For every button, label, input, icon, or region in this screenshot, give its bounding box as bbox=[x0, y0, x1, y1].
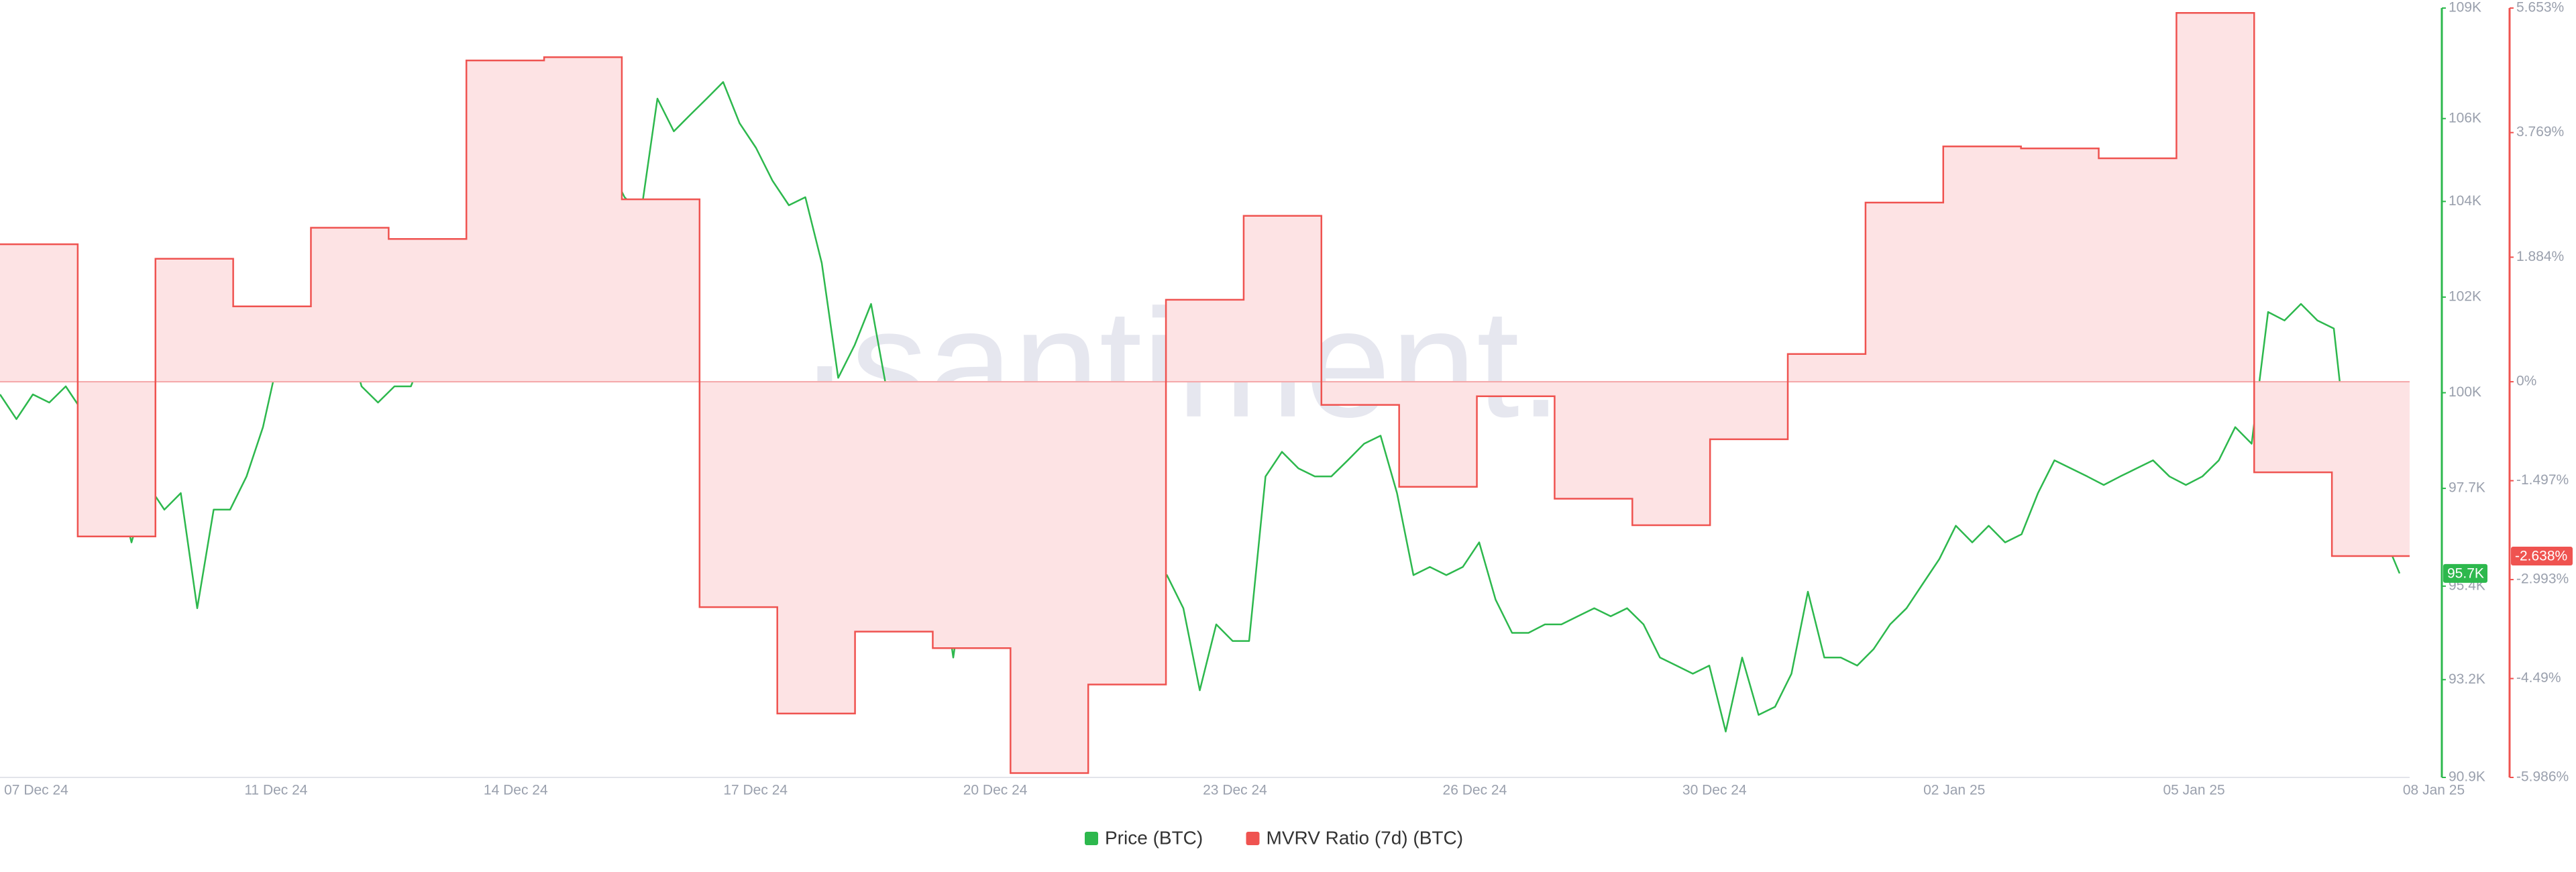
legend-label: MVRV Ratio (7d) (BTC) bbox=[1267, 827, 1464, 848]
x-tick-label: 07 Dec 24 bbox=[4, 783, 68, 798]
mvrv-line bbox=[0, 11, 2410, 774]
x-tick-label: 14 Dec 24 bbox=[484, 783, 548, 798]
y2-tick-label: 1.884% bbox=[2516, 249, 2564, 264]
y-tick-label: 100K bbox=[2449, 384, 2481, 400]
y2-tick-label: -2.993% bbox=[2516, 571, 2569, 587]
x-tick-label: 02 Jan 25 bbox=[1923, 783, 1985, 798]
x-tick-label: 23 Dec 24 bbox=[1203, 783, 1267, 798]
end-badge-label: -2.638% bbox=[2515, 549, 2567, 564]
y-tick-label: 102K bbox=[2449, 288, 2481, 304]
end-badge bbox=[2443, 563, 2487, 583]
x-tick-label: 20 Dec 24 bbox=[963, 783, 1028, 798]
y2-tick-label: -4.49% bbox=[2516, 670, 2561, 686]
legend-label: Price (BTC) bbox=[1105, 827, 1203, 848]
y2-tick-label: 5.653% bbox=[2516, 0, 2564, 15]
y2-tick-label: -5.986% bbox=[2516, 769, 2569, 785]
mvrv-area bbox=[0, 13, 2410, 773]
y-tick-label: 104K bbox=[2449, 193, 2481, 209]
x-tick-label: 30 Dec 24 bbox=[1682, 783, 1747, 798]
y-tick-label: 109K bbox=[2449, 0, 2481, 15]
price-line bbox=[0, 81, 2401, 732]
x-tick-label: 11 Dec 24 bbox=[244, 783, 307, 798]
y2-tick-label: 0% bbox=[2516, 374, 2536, 389]
legend-swatch bbox=[1246, 832, 1260, 845]
x-tick-label: 17 Dec 24 bbox=[723, 783, 788, 798]
end-badge-label: 95.7K bbox=[2447, 565, 2484, 581]
y-tick-label: 97.7K bbox=[2449, 480, 2485, 496]
legend-swatch bbox=[1085, 832, 1098, 845]
y-tick-label: 106K bbox=[2449, 110, 2481, 125]
y-tick-label: 93.2K bbox=[2449, 671, 2485, 687]
y2-tick-label: 3.769% bbox=[2516, 124, 2564, 140]
y-tick-label: 90.9K bbox=[2449, 769, 2485, 785]
x-tick-label: 26 Dec 24 bbox=[1443, 783, 1507, 798]
end-badge bbox=[2511, 547, 2573, 566]
x-tick-label: 05 Jan 25 bbox=[2163, 783, 2224, 798]
x-tick-label: 08 Jan 25 bbox=[2403, 783, 2465, 798]
y2-tick-label: -1.497% bbox=[2516, 472, 2569, 488]
